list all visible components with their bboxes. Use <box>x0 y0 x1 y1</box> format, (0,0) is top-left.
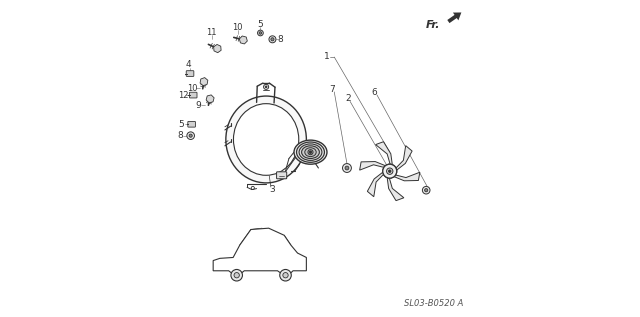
Polygon shape <box>376 142 392 165</box>
Polygon shape <box>214 44 221 53</box>
Circle shape <box>259 32 262 34</box>
Circle shape <box>424 189 428 192</box>
Circle shape <box>308 150 313 155</box>
Text: 10: 10 <box>232 23 243 32</box>
Polygon shape <box>387 177 404 201</box>
Circle shape <box>383 164 397 178</box>
Ellipse shape <box>305 148 316 157</box>
FancyBboxPatch shape <box>189 92 197 98</box>
Polygon shape <box>200 78 208 86</box>
Ellipse shape <box>301 146 319 158</box>
Text: 1: 1 <box>324 52 330 61</box>
Circle shape <box>231 269 243 281</box>
Ellipse shape <box>226 96 307 183</box>
Polygon shape <box>396 146 412 171</box>
Polygon shape <box>394 172 420 181</box>
Circle shape <box>387 168 393 174</box>
Text: 2: 2 <box>345 94 351 103</box>
Circle shape <box>387 168 393 174</box>
Text: 12: 12 <box>178 91 188 100</box>
Text: 8: 8 <box>278 35 284 44</box>
Text: 10: 10 <box>188 84 198 93</box>
Ellipse shape <box>237 108 294 171</box>
Ellipse shape <box>234 104 299 175</box>
Text: 11: 11 <box>206 28 217 37</box>
Circle shape <box>271 38 274 41</box>
Text: 5: 5 <box>179 120 184 129</box>
Text: 7: 7 <box>329 85 335 94</box>
Polygon shape <box>213 228 307 277</box>
FancyBboxPatch shape <box>188 121 195 127</box>
Polygon shape <box>206 95 214 103</box>
Circle shape <box>422 186 430 194</box>
Circle shape <box>265 86 267 88</box>
Circle shape <box>283 273 288 278</box>
Circle shape <box>280 269 291 281</box>
Text: 6: 6 <box>372 88 378 97</box>
Text: 4: 4 <box>186 61 191 69</box>
Circle shape <box>309 151 312 153</box>
Text: SL03-B0520 A: SL03-B0520 A <box>404 299 464 308</box>
FancyBboxPatch shape <box>186 71 194 76</box>
Text: 9: 9 <box>195 101 201 110</box>
FancyBboxPatch shape <box>276 172 287 179</box>
Polygon shape <box>367 172 384 197</box>
Text: 5: 5 <box>257 20 263 29</box>
Text: 3: 3 <box>269 185 275 194</box>
Text: Fr.: Fr. <box>426 20 440 30</box>
Circle shape <box>189 134 192 137</box>
Polygon shape <box>447 12 461 23</box>
Ellipse shape <box>296 142 324 162</box>
Circle shape <box>383 164 397 178</box>
Circle shape <box>257 30 263 36</box>
Polygon shape <box>360 162 386 170</box>
Circle shape <box>342 164 351 172</box>
Circle shape <box>345 166 349 170</box>
Circle shape <box>187 132 195 139</box>
Circle shape <box>388 170 391 172</box>
Text: 8: 8 <box>177 131 183 140</box>
Polygon shape <box>239 36 247 44</box>
Ellipse shape <box>299 144 322 160</box>
Circle shape <box>388 170 391 172</box>
Circle shape <box>269 36 276 43</box>
Ellipse shape <box>294 140 327 164</box>
Circle shape <box>234 273 239 278</box>
